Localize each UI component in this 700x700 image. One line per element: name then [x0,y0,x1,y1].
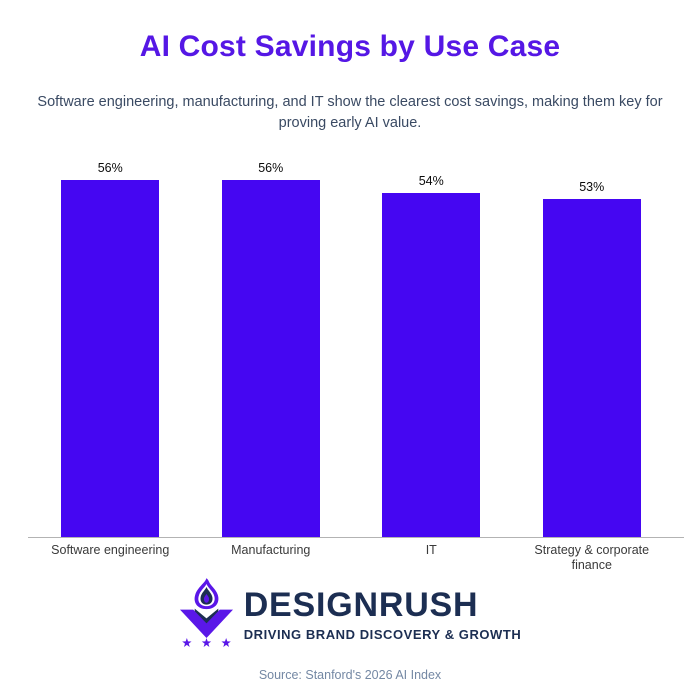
bar-group-software-engineering: 56% [30,140,191,537]
bar-group-it: 54% [351,140,512,537]
bar-group-manufacturing: 56% [191,140,352,537]
bar-software-engineering [61,180,160,537]
designrush-flame-icon [179,578,233,647]
bar-value-label: 54% [418,173,444,188]
axis-label-strategy-corporate-finance: Strategy & corporate finance [534,543,650,572]
bar-value-label: 56% [97,161,123,175]
axis-label-it: IT [425,543,437,557]
chart-title: AI Cost Savings by Use Case [139,30,561,63]
bar-strategy-corporate-finance [542,199,641,537]
brand-tagline: DRIVING BRAND DISCOVERY & GROWTH [243,626,522,642]
chart-subtitle: Software engineering, manufacturing, and… [37,94,663,131]
axis-label-manufacturing: Manufacturing [231,543,311,557]
bar-value-label: 53% [579,180,605,195]
bar-manufacturing [221,180,320,537]
logo-text: DESIGNRUSH DRIVING BRAND DISCOVERY & GRO… [244,586,522,642]
designrush-logo: DESIGNRUSH DRIVING BRAND DISCOVERY & GRO… [0,578,700,649]
bar-value-label: 56% [258,161,284,175]
brand-name: DESIGNRUSH [243,585,479,624]
source-note: Source: Stanford's 2026 AI Index [258,668,442,682]
axis-label-software-engineering: Software engineering [51,543,170,557]
x-axis-labels: Software engineering Manufacturing IT St… [30,543,672,573]
bar-group-strategy-corporate-finance: 53% [512,140,673,537]
x-axis-line [28,537,684,538]
bar-it [382,192,481,537]
bars-row: 56% 56% 54% 53% [30,140,672,537]
